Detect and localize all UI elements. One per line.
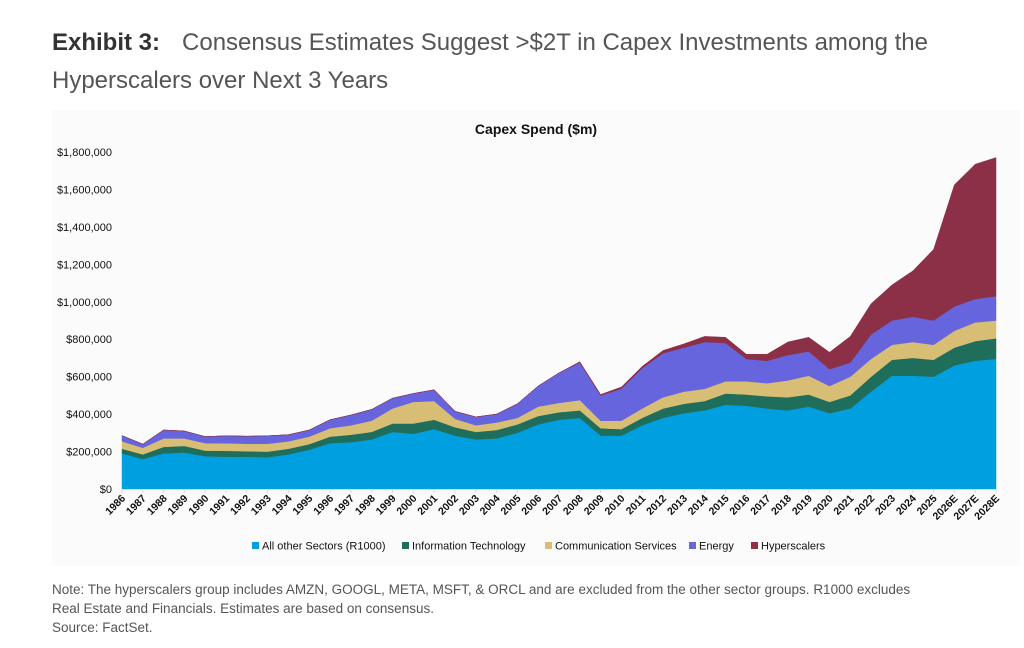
note-line-2: Real Estate and Financials. Estimates ar… (52, 601, 434, 616)
exhibit-label: Exhibit 3: (52, 29, 161, 56)
y-tick-label: $1,800,000 (57, 147, 112, 159)
legend-swatch (402, 542, 409, 549)
legend-swatch (689, 542, 696, 549)
area-series-group (121, 157, 997, 490)
y-tick-label: $800,000 (66, 334, 112, 346)
note-line-1: Note: The hyperscalers group includes AM… (52, 582, 911, 597)
x-tick-label: 1991 (207, 493, 232, 518)
x-tick-label: 2021 (831, 493, 856, 518)
exhibit-title-text: Consensus Estimates Suggest >$2T in Cape… (52, 29, 928, 94)
chart-container: Capex Spend ($m) $0 $200,000 $400,000 $600,… (52, 110, 1020, 566)
area-hyperscalers (121, 157, 997, 445)
legend-swatch (751, 542, 758, 549)
x-tick-label: 2023 (873, 493, 898, 518)
x-tick-label: 2004 (478, 493, 503, 518)
y-tick-label: $1,200,000 (57, 259, 112, 271)
x-tick-label: 2022 (852, 493, 877, 518)
y-tick-label: $400,000 (66, 409, 112, 421)
y-tick-label: $1,400,000 (57, 222, 112, 234)
x-tick-label: 2012 (644, 493, 669, 518)
x-tick-label: 2014 (686, 493, 711, 518)
x-tick-label: 1986 (103, 493, 128, 518)
x-tick-label: 1988 (145, 493, 170, 518)
x-tick-label: 1999 (374, 493, 399, 518)
legend-label: Information Technology (412, 541, 526, 553)
y-tick-label: $0 (100, 484, 112, 496)
x-tick-label: 2009 (582, 493, 607, 518)
legend-item: Communication Services (545, 541, 677, 553)
y-tick-label: $1,600,000 (57, 184, 112, 196)
x-tick-label: 2003 (457, 493, 482, 518)
x-tick-label: 1989 (166, 493, 191, 518)
x-tick-label: 1997 (332, 493, 357, 518)
x-tick-label: 2015 (707, 493, 732, 518)
y-tick-label: $1,000,000 (57, 297, 112, 309)
legend-item: Information Technology (402, 541, 526, 553)
x-tick-label: 1995 (290, 493, 315, 518)
x-tick-label: 1994 (270, 493, 295, 518)
source-line: Source: FactSet. (52, 620, 153, 635)
legend-item: All other Sectors (R1000) (252, 541, 386, 553)
legend-swatch (252, 542, 259, 549)
footnote: Note: The hyperscalers group includes AM… (52, 580, 1012, 637)
x-tick-label: 1992 (228, 493, 253, 518)
x-tick-label: 2008 (561, 493, 586, 518)
legend-item: Energy (689, 541, 734, 553)
legend-label: Communication Services (555, 541, 677, 553)
x-tick-label: 2018 (769, 493, 794, 518)
capex-area-chart: Capex Spend ($m) $0 $200,000 $400,000 $600,… (57, 121, 1002, 553)
legend: All other Sectors (R1000) Information Tec… (252, 541, 826, 553)
legend-item: Hyperscalers (751, 541, 826, 553)
x-tick-label: 2017 (748, 493, 773, 518)
x-tick-label: 2013 (665, 493, 690, 518)
legend-swatch (545, 542, 552, 549)
x-tick-label: 2006 (519, 493, 544, 518)
legend-label: Energy (699, 541, 734, 553)
exhibit-title: Exhibit 3: Consensus Estimates Suggest >$… (52, 24, 992, 100)
x-tick-label: 2002 (436, 493, 461, 518)
x-tick-label: 2010 (603, 493, 628, 518)
x-tick-label: 2024 (894, 493, 919, 518)
legend-label: All other Sectors (R1000) (262, 541, 386, 553)
x-tick-label: 2005 (498, 493, 523, 518)
x-tick-label: 1996 (311, 493, 336, 518)
y-tick-label: $600,000 (66, 372, 112, 384)
y-tick-label: $200,000 (66, 447, 112, 459)
x-tick-label: 2007 (540, 493, 565, 518)
x-tick-label: 2019 (790, 493, 815, 518)
x-tick-label: 2001 (415, 493, 440, 518)
chart-title: Capex Spend ($m) (475, 121, 597, 137)
x-tick-label: 1998 (353, 493, 378, 518)
x-tick-label: 1987 (124, 493, 149, 518)
y-axis: $0 $200,000 $400,000 $600,000 $800,000 $1,000… (57, 147, 112, 496)
x-tick-label: 1993 (249, 493, 274, 518)
x-tick-label: 2020 (811, 493, 836, 518)
legend-label: Hyperscalers (761, 541, 826, 553)
x-tick-label: 2011 (624, 493, 649, 518)
x-axis: 1986198719881989199019911992199319941995… (103, 489, 1002, 523)
x-tick-label: 2016 (727, 493, 752, 518)
x-tick-label: 2000 (394, 493, 419, 518)
x-tick-label: 1990 (186, 493, 211, 518)
